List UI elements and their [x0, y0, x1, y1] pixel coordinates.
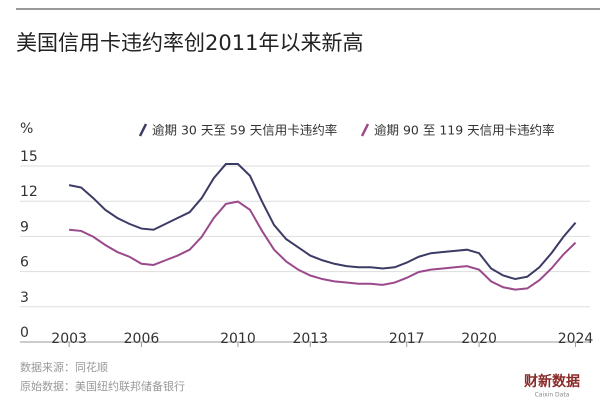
x-tick-label: 2013 — [292, 331, 328, 347]
logo-box — [512, 374, 592, 398]
x-tick-label: 2003 — [51, 331, 87, 347]
logo-sub: Caixin Data — [535, 392, 570, 399]
legend-marker — [360, 123, 370, 137]
legend-label: 逾期 90 至 119 天信用卡违约率 — [374, 123, 555, 138]
logo: 财新数据 — [523, 373, 580, 390]
series-line — [69, 200, 577, 291]
y-tick-label: 12 — [20, 184, 38, 200]
x-tick-label: 2024 — [558, 331, 594, 347]
y-tick-label: 15 — [20, 149, 38, 165]
source: 数据来源：同花顺 — [20, 360, 108, 374]
series-line — [68, 163, 577, 281]
legend-marker — [138, 123, 148, 137]
x-tick-label: 2017 — [389, 331, 425, 347]
origin: 原始数据：美国纽约联邦储备银行 — [20, 379, 185, 393]
y-tick-label: 9 — [20, 219, 29, 235]
y-axis-label: % — [20, 121, 33, 137]
legend-label: 逾期 30 天至 59 天信用卡违约率 — [152, 123, 337, 138]
y-tick-label: 6 — [20, 255, 29, 271]
x-tick-label: 2020 — [461, 331, 497, 347]
chart-title: 美国信用卡违约率创2011年以来新高 — [16, 31, 363, 55]
y-tick-label: 0 — [20, 325, 29, 341]
x-tick-label: 2006 — [124, 331, 160, 347]
x-tick-label: 2010 — [220, 331, 256, 347]
y-tick-label: 3 — [20, 290, 29, 306]
